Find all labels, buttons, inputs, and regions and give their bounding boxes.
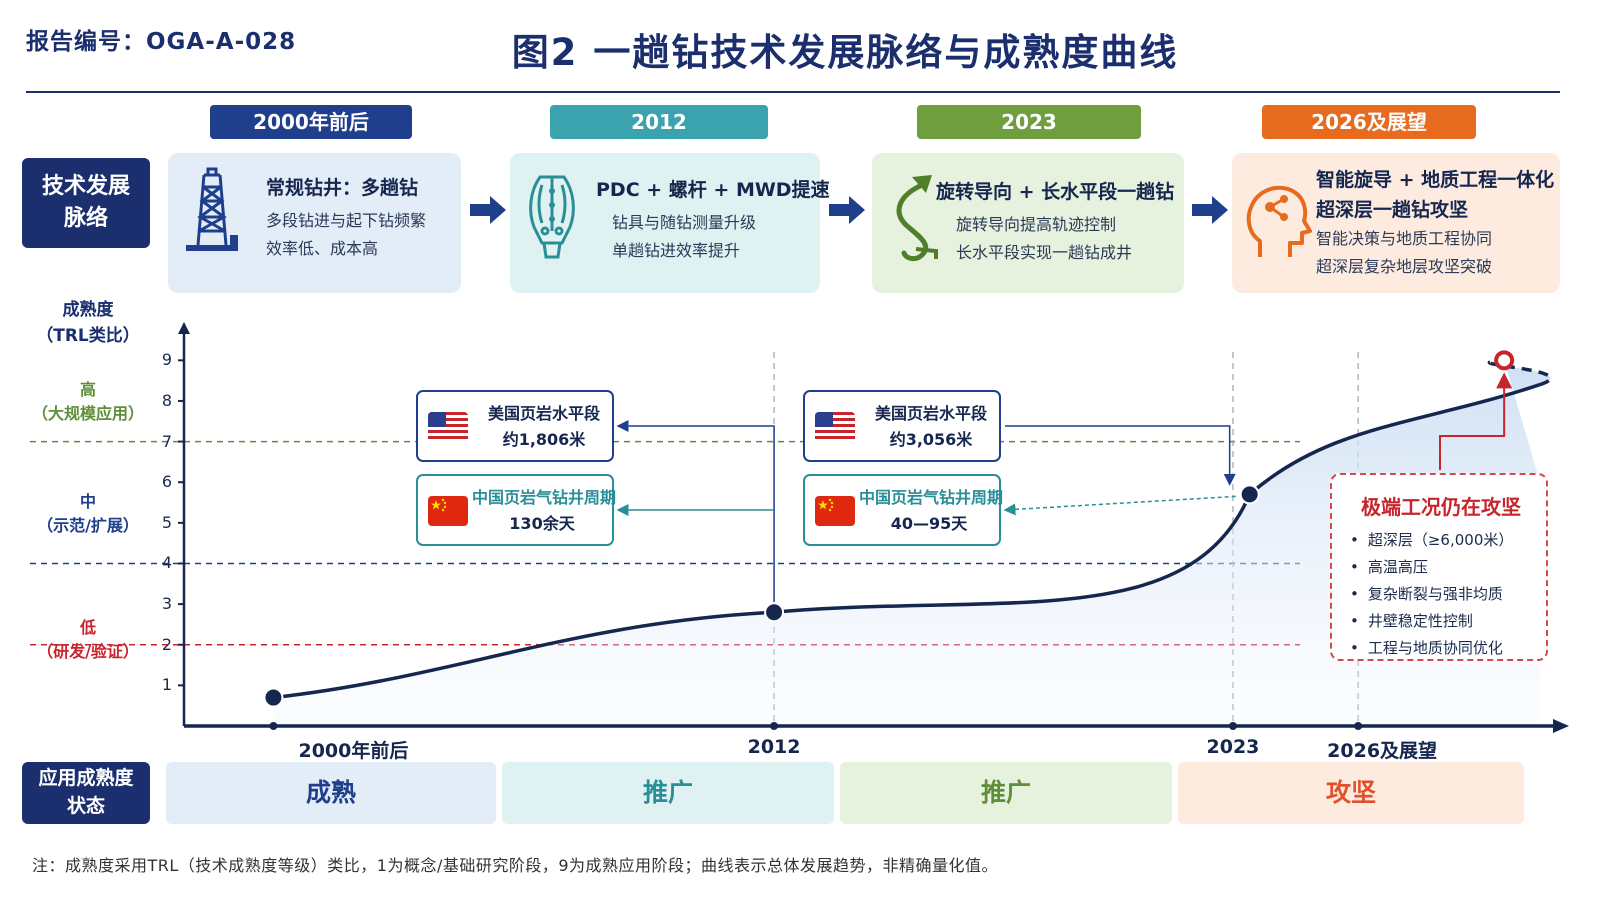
pdc-bit-icon	[529, 175, 575, 259]
maturity-curve	[273, 383, 1541, 700]
y-tick-label: 4	[161, 553, 172, 573]
connector-extreme	[1439, 372, 1513, 470]
stage-mature: 成熟	[166, 762, 496, 824]
x-tick-label: 2023	[1206, 736, 1260, 758]
cn-flag-icon	[428, 496, 468, 526]
report-number: 报告编号：OGA-A-028	[26, 29, 297, 55]
x-tick-label: 2000年前后	[298, 740, 409, 762]
tech-card-intelligent: 智能旋导 + 地质工程一体化 超深层一趟钻攻坚 智能决策与地质工程协同 超深层复…	[1232, 153, 1560, 293]
stage-promote-2012: 推广	[502, 762, 834, 824]
stage-tackle: 攻坚	[1178, 762, 1524, 824]
y-tick-label: 7	[161, 431, 172, 451]
y-tick-label: 5	[161, 512, 172, 532]
card-title: 常规钻井：多趟钻	[266, 177, 419, 199]
x-tick	[269, 722, 278, 730]
card-line: 旋转导向提高轨迹控制	[956, 215, 1117, 234]
card-line: 效率低、成本高	[266, 239, 379, 258]
y-axis-title: 成熟度 （TRL类比）	[36, 300, 140, 346]
tech-row-label: 技术发展 脉络	[22, 158, 150, 248]
directional-well-icon	[896, 175, 938, 262]
curve-area	[273, 360, 1551, 726]
x-tick-label: 2012	[747, 736, 801, 758]
card-line: 智能决策与地质工程协同	[1316, 229, 1493, 248]
card-subtitle: 超深层一趟钻攻坚	[1316, 199, 1469, 221]
era-header-2026: 2026及展望	[1262, 105, 1476, 139]
callout-cn-2023: 中国页岩气钻井周期 40—95天	[803, 474, 1003, 546]
y-tick-label: 3	[161, 594, 172, 614]
level-label-low: 低（研发/验证）	[37, 618, 139, 661]
card-line: 单趟钻进效率提升	[612, 241, 741, 260]
y-tick-label: 2	[161, 634, 172, 654]
era-header-2012: 2012	[550, 105, 768, 139]
connector-2023-us	[1005, 425, 1236, 486]
milestone-point	[764, 602, 785, 623]
card-line: 多段钻进与起下钻频繁	[266, 211, 427, 230]
drilling-rig-icon	[186, 167, 238, 251]
maturity-row-label: 应用成熟度 状态	[22, 762, 150, 824]
tech-card-rss: 旋转导向 + 长水平段一趟钻 旋转导向提高轨迹控制 长水平段实现一趟钻成井	[872, 153, 1184, 293]
level-label-high: 高（大规模应用）	[31, 380, 144, 423]
x-tick-label: 2026及展望	[1327, 740, 1438, 762]
level-label-mid: 中（示范/扩展）	[37, 492, 139, 535]
y-tick-label: 9	[161, 350, 172, 370]
footnote: 注：成熟度采用TRL（技术成熟度等级）类比，1为概念/基础研究阶段，9为成熟应用…	[32, 856, 999, 875]
us-flag-icon	[428, 412, 468, 442]
list-item: 高温高压	[1350, 554, 1513, 581]
x-axis-arrow	[1553, 719, 1569, 733]
card-title: 智能旋导 + 地质工程一体化	[1316, 169, 1555, 191]
tech-card-pdc: PDC + 螺杆 + MWD提速 钻具与随钻测量升级 单趟钻进效率提升	[510, 153, 830, 293]
callout-cn-2012: 中国页岩气钻井周期 130余天	[416, 474, 616, 546]
page-title: 图2 一趟钻技术发展脉络与成熟度曲线	[511, 31, 1179, 74]
connector-2012-us	[616, 420, 775, 603]
stage-promote-2023: 推广	[840, 762, 1172, 824]
card-line: 长水平段实现一趟钻成井	[956, 243, 1133, 262]
extreme-title: 极端工况仍在攻坚	[1361, 495, 1521, 519]
arrow-right-icon	[829, 196, 865, 224]
title-divider	[26, 91, 1560, 93]
arrow-right-icon	[1192, 196, 1228, 224]
list-item: 工程与地质协同优化	[1350, 635, 1513, 662]
list-item: 复杂断裂与强非均质	[1350, 581, 1513, 608]
x-tick	[770, 722, 779, 730]
era-header-2023: 2023	[917, 105, 1141, 139]
extreme-list: 超深层（≥6,000米） 高温高压 复杂断裂与强非均质 井壁稳定性控制 工程与地…	[1350, 527, 1514, 662]
target-point	[1494, 350, 1515, 371]
arrow-right-icon	[470, 196, 506, 224]
card-line: 钻具与随钻测量升级	[612, 213, 757, 232]
list-item: 超深层（≥6,000米）	[1350, 527, 1514, 554]
list-item: 井壁稳定性控制	[1350, 608, 1513, 635]
extreme-conditions-box: 极端工况仍在攻坚 超深层（≥6,000米） 高温高压 复杂断裂与强非均质 井壁稳…	[1330, 473, 1548, 661]
us-flag-icon	[815, 412, 855, 442]
x-tick	[1354, 722, 1363, 730]
milestone-point	[1239, 484, 1260, 505]
tech-card-conventional: 常规钻井：多趟钻 多段钻进与起下钻频繁 效率低、成本高	[168, 153, 461, 293]
ai-brain-icon	[1246, 185, 1312, 257]
y-tick-label: 8	[161, 390, 172, 410]
connector-2023-cn	[1003, 495, 1236, 516]
y-tick-label: 6	[161, 472, 172, 492]
card-line: 超深层复杂地层攻坚突破	[1316, 257, 1493, 276]
card-title: 旋转导向 + 长水平段一趟钻	[936, 181, 1175, 203]
milestone-point	[263, 687, 284, 708]
cn-flag-icon	[815, 496, 855, 526]
era-header-2000: 2000年前后	[210, 105, 412, 139]
callout-us-2023: 美国页岩水平段 约3,056米	[803, 390, 1001, 462]
callout-us-2012: 美国页岩水平段 约1,806米	[416, 390, 614, 462]
card-title: PDC + 螺杆 + MWD提速	[596, 179, 830, 201]
y-tick-label: 1	[161, 675, 172, 695]
x-tick	[1228, 722, 1237, 730]
y-axis-arrow	[178, 322, 190, 334]
